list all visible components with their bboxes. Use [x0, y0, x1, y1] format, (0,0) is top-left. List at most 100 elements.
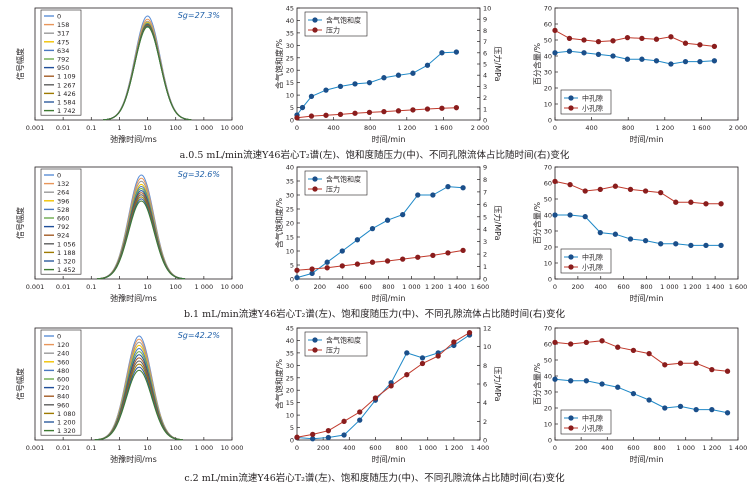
- small-pore-point-b-9: [688, 199, 694, 205]
- pore-xtick-label-b: 200: [572, 283, 584, 291]
- pressure-series-point-a-3: [337, 111, 344, 118]
- sat-series-point-c-4: [357, 417, 363, 423]
- t2-sg-label-a: Sg=27.3%: [178, 11, 220, 20]
- sat-xtick-label-c: 0: [295, 444, 299, 452]
- small-pore-point-b-0: [552, 178, 558, 185]
- t2-xtick-label-b: 1 000: [195, 283, 214, 291]
- sat-ytick-right-label-a: 4: [483, 72, 487, 80]
- sat-ytick-right-label-b: 5: [483, 213, 487, 221]
- t2-curve-c-4: [94, 347, 183, 441]
- small-pore-point-c-1: [568, 341, 574, 347]
- sat-ytick-right-label-c: 4: [483, 399, 487, 407]
- pressure-series-point-b-5: [369, 259, 376, 265]
- medium-pore-point-a-1: [566, 48, 573, 54]
- t2-xlabel-b: 弛豫时间/ms: [110, 293, 157, 303]
- small-pore-point-a-4: [610, 38, 616, 44]
- t2-legend-label-b-8: 1 056: [57, 240, 76, 248]
- sat-legend-box-a: [304, 11, 368, 37]
- small-pore-point-a-8: [668, 34, 674, 40]
- small-pore-point-c-4: [615, 344, 621, 350]
- pressure-series-point-a-1: [308, 113, 315, 119]
- t2-legend-label-b-10: 1 320: [57, 258, 76, 266]
- medium-pore-point-a-2: [581, 50, 587, 56]
- sat-series-point-a-4: [337, 83, 344, 90]
- t2-xtick-label-c: 10 000: [221, 444, 244, 452]
- t2-sg-label-b: Sg=32.6%: [178, 170, 220, 179]
- pore-legend-box-b: [560, 248, 612, 274]
- sat-ytick-right-label-a: 3: [483, 83, 487, 91]
- sat-ytick-left-label-b: 35: [286, 178, 294, 186]
- sat-xtick-label-b: 1 200: [425, 283, 444, 291]
- sat-series-point-c-7: [404, 350, 410, 356]
- medium-pore-point-c-10: [709, 406, 715, 413]
- medium-pore-point-c-5: [630, 390, 637, 397]
- sat-series-point-b-0: [294, 274, 300, 281]
- pressure-series-point-c-6: [388, 383, 394, 389]
- sat-series-point-b-8: [415, 192, 421, 198]
- pore-xtick-label-c: 200: [575, 444, 587, 452]
- t2-xtick-label-c: 0.001: [26, 444, 45, 452]
- sat-ytick-right-label-a: 2: [483, 94, 487, 102]
- sat-ytick-left-label-c: 0: [290, 437, 294, 445]
- pressure-series-point-a-5: [366, 109, 373, 116]
- pore-ytick-label-c: 60: [544, 341, 552, 349]
- t2-curve-a-7: [103, 24, 192, 121]
- sat-xtick-label-b: 800: [382, 283, 394, 291]
- medium-pore-point-c-1: [568, 378, 574, 384]
- sat-series-point-a-5: [352, 81, 358, 87]
- sat-series-point-c-8: [419, 355, 426, 361]
- small-pore-point-c-3: [599, 338, 605, 344]
- sat-series-point-c-2: [325, 434, 332, 441]
- pore-xtick-label-c: 400: [601, 444, 613, 452]
- medium-pore-point-c-3: [599, 381, 605, 387]
- t2-curve-c-9: [94, 363, 183, 441]
- t2-legend-label-b-5: 660: [57, 215, 69, 223]
- pressure-series-point-a-4: [352, 110, 358, 116]
- t2-legend-label-c-2: 240: [57, 350, 69, 358]
- sat-ytick-left-label-b: 20: [286, 220, 294, 228]
- pore-xtick-label-b: 1 000: [660, 283, 679, 291]
- medium-pore-line-c: [554, 378, 728, 414]
- sat-ytick-left-label-c: 10: [286, 412, 294, 420]
- t2-xtick-label-a: 0.001: [26, 124, 45, 132]
- pore-xtick-label-a: 0: [553, 124, 557, 132]
- caption-c: c.2 mL/min流速Y46岩心T₂谱(左)、饱和度随压力(中)、不同孔隙流体…: [184, 473, 565, 484]
- pressure-series-line-b: [296, 249, 464, 271]
- t2-legend-label-a-2: 317: [57, 30, 69, 38]
- sat-ytick-left-label-a: 25: [286, 54, 294, 62]
- small-pore-point-c-2: [583, 339, 590, 346]
- pore-xtick-label-c: 0: [553, 444, 557, 452]
- pressure-series-point-b-6: [384, 258, 391, 264]
- pore-legend-marker-a-1: [568, 105, 574, 111]
- pressure-series-point-c-0: [294, 434, 300, 440]
- t2-curve-b-5: [96, 187, 186, 280]
- t2-xtick-label-a: 10 000: [221, 124, 244, 132]
- sat-ylabel-right-a: 压力/MPa: [493, 47, 503, 82]
- small-pore-point-a-1: [566, 35, 573, 42]
- small-pore-line-c: [554, 340, 728, 372]
- pore-ylabel-b: 百分含量/%: [532, 201, 542, 244]
- sat-ytick-right-label-b: 9: [483, 164, 487, 172]
- small-pore-point-b-10: [703, 201, 709, 207]
- pressure-series-point-c-2: [325, 428, 332, 434]
- sat-xtick-label-c: 400: [343, 444, 355, 452]
- pore-legend-label-c-1: 小孔隙: [582, 424, 603, 433]
- sat-series-point-b-6: [384, 217, 391, 223]
- t2-legend-label-a-9: 1 426: [57, 90, 76, 98]
- pore-ytick-label-c: 10: [544, 421, 552, 429]
- small-pore-point-c-7: [662, 362, 668, 368]
- small-pore-point-c-6: [646, 350, 652, 357]
- t2-xtick-label-c: 0.01: [56, 444, 70, 452]
- medium-pore-point-c-11: [724, 410, 731, 416]
- t2-legend-label-a-7: 1 109: [57, 73, 76, 81]
- sat-ytick-right-label-a: 10: [483, 5, 491, 13]
- sat-ytick-left-label-c: 15: [286, 399, 294, 407]
- sat-xtick-label-b: 1 400: [448, 283, 467, 291]
- t2-curve-b-4: [96, 185, 186, 280]
- pore-legend-label-c-0: 中孔隙: [582, 414, 603, 423]
- pore-ytick-label-a: 70: [544, 5, 552, 13]
- sat-ytick-left-label-c: 40: [286, 337, 294, 345]
- pressure-series-point-b-1: [309, 266, 315, 272]
- pore-xtick-label-c: 1 000: [676, 444, 695, 452]
- medium-pore-point-b-3: [597, 229, 603, 236]
